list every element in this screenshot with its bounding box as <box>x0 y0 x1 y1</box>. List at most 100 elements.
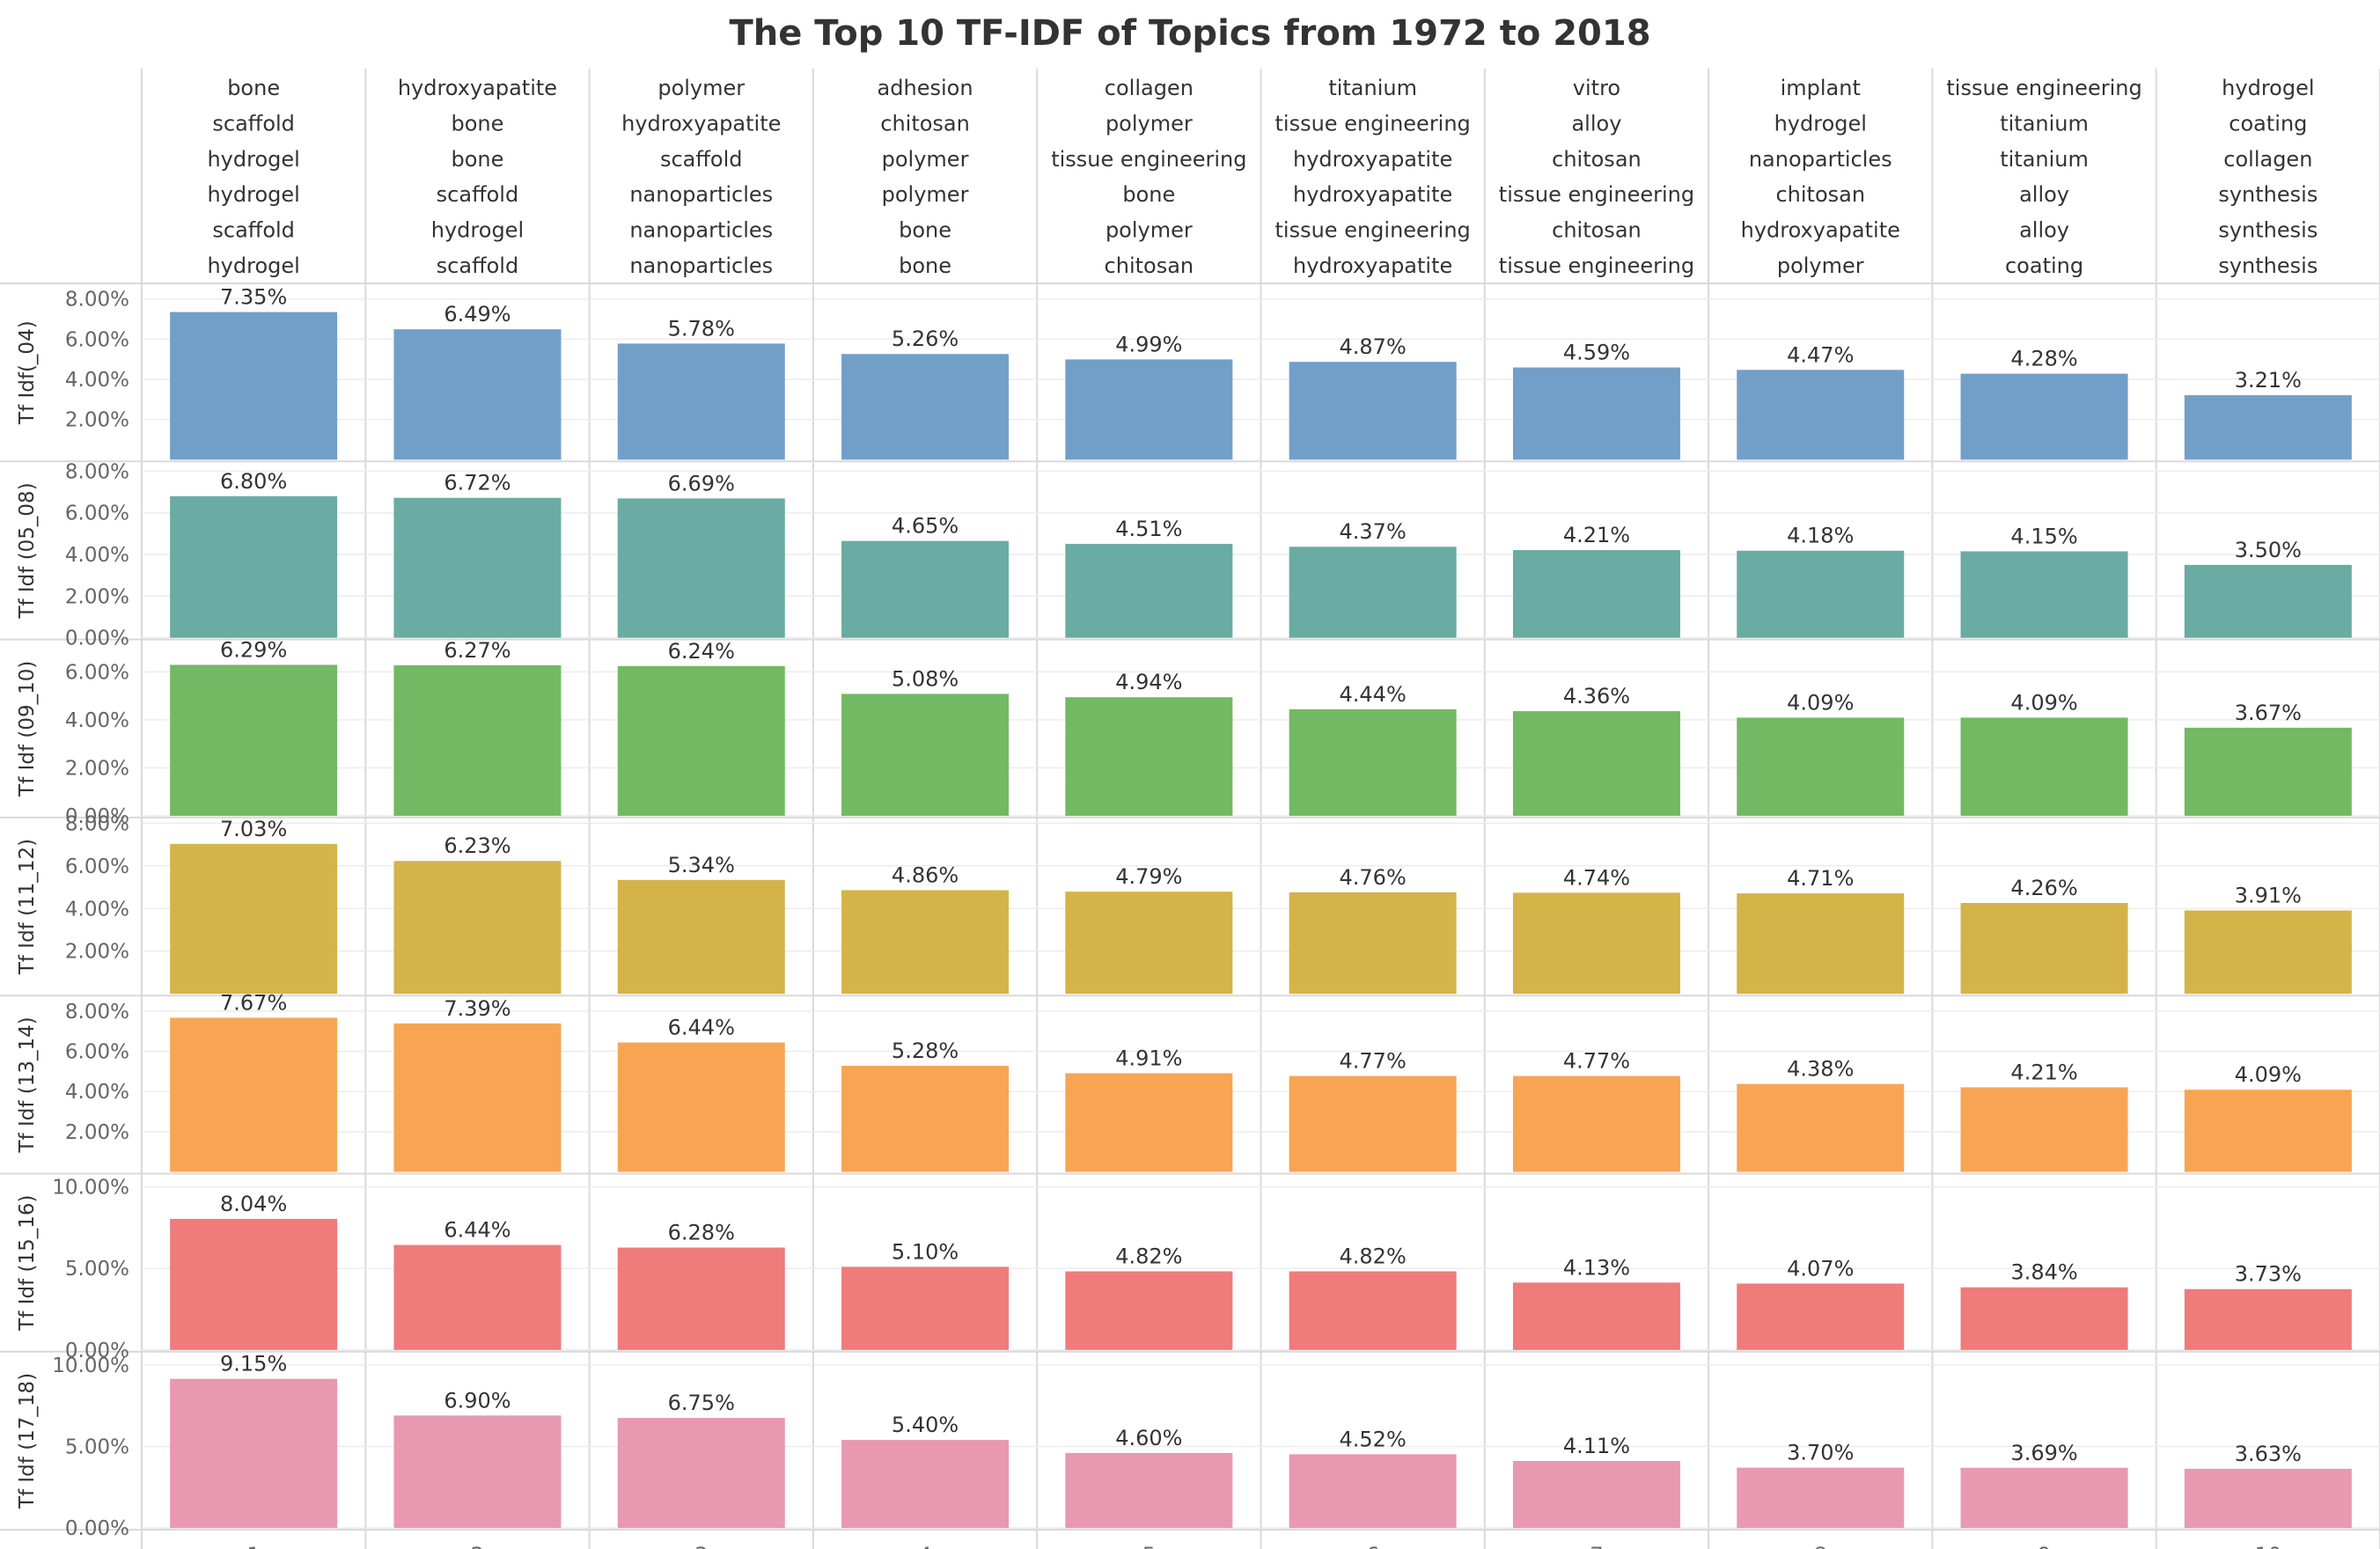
topic-label: chitosan <box>880 111 970 136</box>
bar <box>1513 550 1680 638</box>
topic-label: alloy <box>2019 218 2069 243</box>
topic-label: chitosan <box>1775 182 1865 207</box>
data-label: 7.35% <box>220 285 287 310</box>
topic-label: synthesis <box>2218 218 2318 243</box>
bar <box>393 1415 561 1528</box>
bar <box>1513 892 1680 994</box>
y-tick-label: 8.00% <box>65 1001 129 1024</box>
topic-label: hydrogel <box>207 147 299 172</box>
data-label: 4.09% <box>2235 1062 2302 1087</box>
topic-label: coating <box>2229 111 2307 136</box>
data-label: 5.08% <box>892 666 959 691</box>
bar <box>170 1219 337 1350</box>
y-tick-label: 4.00% <box>65 898 129 921</box>
bar <box>2185 565 2352 638</box>
bar <box>1737 551 1904 638</box>
topic-label: scaffold <box>437 253 519 278</box>
data-label: 4.52% <box>1340 1427 1407 1451</box>
y-tick-label: 4.00% <box>65 709 129 732</box>
topic-label: titanium <box>1328 76 1417 100</box>
data-label: 3.21% <box>2235 368 2302 393</box>
topic-label: nanoparticles <box>629 253 773 278</box>
x-tick-label: 2 <box>471 1543 484 1549</box>
bar <box>393 665 561 816</box>
data-label: 4.18% <box>1787 524 1854 548</box>
y-tick-label: 6.00% <box>65 328 129 351</box>
data-label: 3.91% <box>2235 883 2302 907</box>
topic-label: hydroxyapatite <box>621 111 781 136</box>
bar <box>1737 1468 1904 1529</box>
bar <box>841 1440 1009 1528</box>
topic-label: implant <box>1781 76 1861 100</box>
y-tick-label: 6.00% <box>65 855 129 878</box>
topic-label: hydroxyapatite <box>1293 147 1452 172</box>
data-label: 5.40% <box>892 1413 959 1437</box>
bar <box>393 861 561 994</box>
topic-label: alloy <box>2019 182 2069 207</box>
y-axis-label: Tf Idf(_04) <box>16 320 39 425</box>
data-label: 4.21% <box>2010 1060 2077 1084</box>
bar <box>618 1043 785 1172</box>
y-tick-label: 4.00% <box>65 369 129 392</box>
topic-label: tissue engineering <box>1499 182 1694 207</box>
topic-label: titanium <box>2000 147 2089 172</box>
data-label: 4.47% <box>1787 342 1854 367</box>
x-tick-label: 9 <box>2038 1543 2051 1549</box>
bar <box>1513 1461 1680 1528</box>
topic-label: hydrogel <box>2222 76 2314 100</box>
data-label: 6.27% <box>444 638 511 663</box>
bar <box>393 1245 561 1350</box>
topic-label: polymer <box>1777 253 1864 278</box>
x-tick-label: 8 <box>1814 1543 1827 1549</box>
topic-label: nanoparticles <box>629 182 773 207</box>
bar <box>1065 892 1232 994</box>
topic-label: scaffold <box>437 182 519 207</box>
data-label: 6.49% <box>444 302 511 327</box>
bar <box>841 354 1009 459</box>
y-axis-label: Tf Idf (13_14) <box>16 1017 39 1153</box>
bar <box>841 1266 1009 1349</box>
data-label: 4.71% <box>1787 866 1854 891</box>
bar <box>393 1024 561 1172</box>
bar <box>1961 1087 2128 1171</box>
topic-label: vitro <box>1573 76 1620 100</box>
data-label: 7.39% <box>444 996 511 1021</box>
data-label: 4.82% <box>1340 1244 1407 1269</box>
topic-label: chitosan <box>1552 147 1642 172</box>
topic-label: polymer <box>1106 111 1193 136</box>
data-label: 4.77% <box>1340 1049 1407 1074</box>
data-label: 4.15% <box>2010 524 2077 548</box>
topic-label: hydrogel <box>431 218 524 243</box>
data-label: 3.73% <box>2235 1262 2302 1287</box>
bar <box>2185 1289 2352 1350</box>
y-tick-label: 10.00% <box>52 1177 129 1200</box>
bar <box>1513 711 1680 816</box>
y-tick-label: 6.00% <box>65 661 129 684</box>
bar <box>1737 893 1904 994</box>
data-label: 6.29% <box>220 637 287 662</box>
topic-label: bone <box>227 76 280 100</box>
bar <box>1289 1076 1457 1172</box>
bar <box>618 1248 785 1350</box>
bar <box>618 666 785 816</box>
data-label: 4.86% <box>892 863 959 887</box>
data-label: 4.59% <box>1563 341 1630 365</box>
y-tick-label: 4.00% <box>65 1081 129 1104</box>
topic-label: hydroxyapatite <box>398 76 557 100</box>
y-tick-label: 4.00% <box>65 544 129 567</box>
topic-label: coating <box>2005 253 2083 278</box>
data-label: 4.36% <box>1563 684 1630 708</box>
data-label: 3.50% <box>2235 538 2302 562</box>
bar <box>618 880 785 994</box>
bar <box>1065 1073 1232 1171</box>
data-label: 4.76% <box>1340 865 1407 890</box>
data-label: 7.67% <box>220 990 287 1015</box>
data-label: 5.10% <box>892 1239 959 1264</box>
data-label: 4.09% <box>1787 690 1854 715</box>
y-axis-label: Tf Idf (09_10) <box>16 661 39 797</box>
data-label: 4.07% <box>1787 1256 1854 1281</box>
y-tick-label: 5.00% <box>65 1436 129 1459</box>
topic-label: hydrogel <box>207 253 299 278</box>
